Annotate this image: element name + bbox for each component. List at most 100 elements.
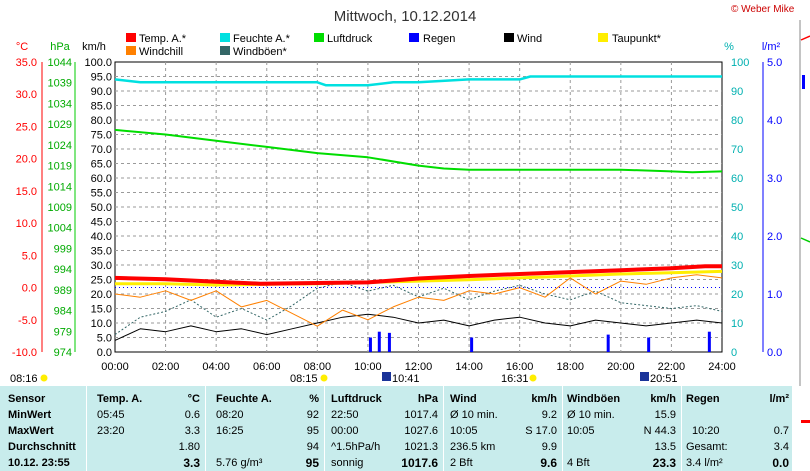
pressure-tick-label: 999	[54, 243, 72, 255]
wind-tick-label: 95.0	[91, 72, 112, 84]
col-gust: Windböen km/h Ø 10 min. 15.9 10:05 N 44.…	[562, 386, 682, 471]
wind-tick-label: 40.0	[91, 231, 112, 243]
rain-total-value: 3.4	[773, 441, 789, 453]
series-line-temp-a	[114, 264, 722, 286]
sunrise-sun-icon	[40, 374, 48, 382]
series-line-taupunkt	[115, 269, 723, 287]
humidity-tick-label: 80	[731, 115, 743, 127]
pressure-tick-label: 974	[54, 347, 72, 359]
wind-tick-label: 65.0	[91, 159, 112, 171]
rain-tick-label: 5.0	[767, 57, 782, 69]
col-pressure: Luftdruck hPa 22:50 1017.4 00:00 1027.6 …	[324, 386, 444, 471]
col-temp: Temp. A. °C 05:45 0.6 23:20 3.3 1.80 3.3	[86, 386, 206, 471]
side-green-indicator	[800, 237, 810, 243]
astro-times: 08:16 08:15 10:41 16:31 20:51	[10, 372, 678, 385]
hum-now-abs: 5.76 g/m³	[216, 457, 263, 469]
humidity-tick-label: 60	[731, 173, 743, 185]
wind-tick-label: 90.0	[91, 86, 112, 98]
wind-distance: 236.5 km	[450, 441, 496, 453]
temp-tick-label: -5.0	[18, 315, 37, 327]
wind-tick-label: 70.0	[91, 144, 112, 156]
temp-axis-unit: °C	[16, 41, 28, 53]
rain-now-value: 0.0	[772, 456, 789, 470]
legend-swatch-temp	[126, 33, 136, 42]
temp-max-time: 23:20	[97, 425, 125, 437]
x-tick-label: 04:00	[202, 361, 230, 373]
wind-now-value: 9.6	[540, 456, 557, 470]
legend-swatch-pressure	[314, 33, 324, 42]
legend-label-pressure: Luftdruck	[327, 33, 373, 45]
x-tick-label: 10:00	[354, 361, 382, 373]
press-avg-value: 1021.3	[404, 441, 438, 453]
x-tick-label: 24:00	[708, 361, 736, 373]
press-max-value: 1027.6	[404, 425, 438, 437]
moon-2-icon	[640, 372, 649, 381]
wind-axis-unit: km/h	[82, 41, 106, 53]
wind-beaufort: 2 Bft	[450, 457, 473, 469]
humidity-tick-label: 100	[731, 57, 749, 69]
row-label-avg: Durchschnitt	[8, 441, 76, 453]
legend-label-temp: Temp. A.*	[139, 33, 187, 45]
side-panel-edge	[799, 20, 810, 386]
wind-head: Wind	[450, 393, 477, 405]
rain-tick-label: 1.0	[767, 289, 782, 301]
legend-label-dewpoint: Taupunkt*	[612, 33, 662, 45]
series-line-windchill	[114, 274, 723, 327]
pressure-tick-label: 1034	[48, 98, 72, 110]
temp-tick-label: 35.0	[16, 57, 37, 69]
wind-unit: km/h	[531, 393, 557, 405]
grid	[115, 62, 722, 352]
rain-head: Regen	[686, 393, 720, 405]
press-trend: ^1.5hPa/h	[331, 441, 381, 453]
x-tick-label: 22:00	[658, 361, 686, 373]
hum-max-value: 95	[306, 425, 319, 437]
gust-avg-value: 13.5	[654, 441, 676, 453]
wind-tick-label: 75.0	[91, 130, 112, 142]
pressure-tick-label: 1044	[48, 57, 72, 69]
press-min-value: 1017.4	[404, 409, 438, 421]
gust-beaufort: 4 Bft	[567, 457, 590, 469]
legend-label-rain: Regen	[423, 33, 455, 45]
temp-max-value: 3.3	[184, 425, 200, 437]
temp-tick-label: 30.0	[16, 89, 37, 101]
sun-marker-icon	[320, 374, 328, 382]
press-head: Luftdruck	[331, 393, 382, 405]
hum-min-value: 92	[306, 409, 319, 421]
moon-1-icon	[382, 372, 391, 381]
wind-tick-label: 5.0	[97, 333, 112, 345]
weather-chart: Mittwoch, 10.12.2014 © Weber Mike Temp. …	[10, 4, 810, 386]
legend: Temp. A.* Feuchte A.* Luftdruck Regen Wi…	[126, 33, 662, 58]
row-label-sensor: Sensor	[8, 393, 46, 405]
wind-avg-value: 9.9	[541, 441, 557, 453]
series-line-wind	[114, 313, 723, 341]
rain-total-now: 3.4 l/m²	[686, 457, 723, 469]
legend-swatch-wind	[504, 33, 514, 42]
pressure-tick-label: 989	[54, 285, 72, 297]
pressure-tick-label: 1024	[48, 140, 72, 152]
humidity-tick-label: 20	[731, 289, 743, 301]
press-now-value: 1017.6	[401, 456, 438, 470]
wind-min-label: Ø 10 min.	[450, 409, 498, 421]
moon-2-time: 20:51	[650, 373, 678, 385]
temp-tick-label: 25.0	[16, 121, 37, 133]
press-unit: hPa	[417, 393, 438, 405]
hum-max-time: 16:25	[216, 425, 244, 437]
side-blue-marker	[802, 75, 805, 89]
legend-swatch-dewpoint	[598, 33, 608, 42]
edge-red-bar	[801, 420, 810, 423]
sunrise-time: 08:16	[10, 373, 38, 385]
rain-max-time: 10:20	[692, 425, 720, 437]
temp-tick-label: 20.0	[16, 154, 37, 166]
pressure-tick-label: 979	[54, 326, 72, 338]
wind-max-time: 10:05	[450, 425, 478, 437]
series-line-luftdruck	[114, 128, 723, 174]
wind-tick-label: 100.0	[84, 57, 112, 69]
x-tick-label: 16:00	[506, 361, 534, 373]
legend-swatch-rain	[409, 33, 419, 42]
gust-head: Windböen	[567, 393, 621, 405]
axis-ticks: 00:00 02:00 04:00 06:00 08:00 10:00 12:00 14:00…	[12, 57, 782, 373]
moon-1-time: 10:41	[392, 373, 420, 385]
rain-total-label: Gesamt:	[686, 441, 728, 453]
legend-label-gusts: Windböen*	[233, 46, 288, 58]
wind-tick-label: 80.0	[91, 115, 112, 127]
